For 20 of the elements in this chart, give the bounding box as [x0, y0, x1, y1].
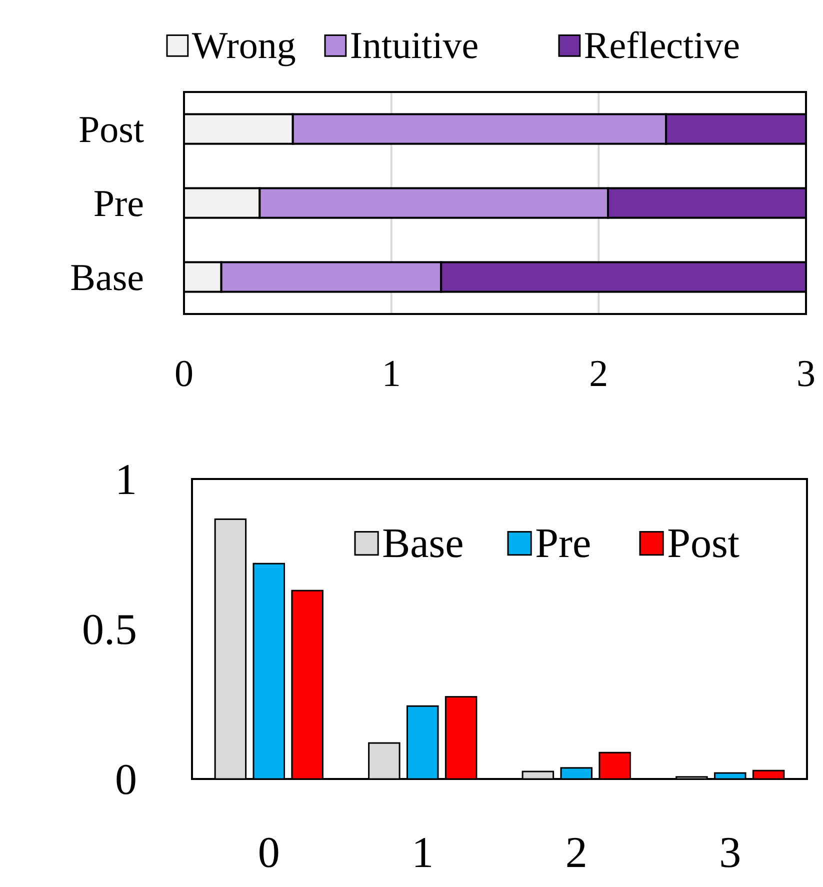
y-tick-label: 0: [115, 755, 137, 804]
y-tick-label: Base: [70, 257, 144, 299]
legend-label: Intuitive: [350, 25, 479, 67]
y-tick-label: 1: [115, 455, 137, 504]
x-tick-label: 3: [719, 828, 742, 877]
y-tick-label: Pre: [93, 183, 144, 225]
x-tick-label: 3: [796, 353, 816, 395]
y-tick-label: Post: [78, 109, 144, 151]
x-tick-label: 1: [382, 353, 401, 395]
x-tick-label: 0: [174, 353, 194, 395]
x-tick-label: 1: [412, 828, 434, 877]
x-tick-label: 2: [565, 828, 588, 877]
x-tick-label: 0: [258, 828, 280, 877]
legend-label: Pre: [535, 521, 592, 567]
legend-label: Wrong: [192, 25, 296, 67]
legend-label: Base: [382, 521, 464, 567]
x-tick-label: 2: [589, 353, 608, 395]
legend-label: Reflective: [584, 25, 740, 67]
legend-label: Post: [667, 521, 740, 567]
y-tick-label: 0.5: [82, 605, 137, 654]
